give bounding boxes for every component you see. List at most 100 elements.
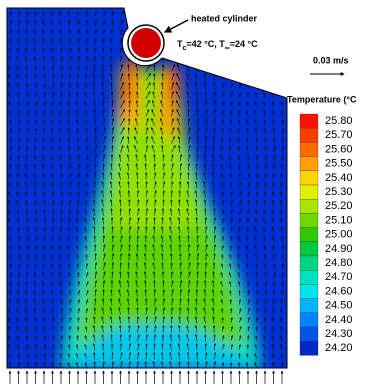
- vector: [77, 47, 81, 53]
- vector: [26, 353, 29, 359]
- vector: [75, 110, 79, 116]
- vector: [203, 298, 206, 306]
- vector: [220, 137, 224, 143]
- vector: [35, 101, 38, 107]
- vector: [127, 271, 130, 279]
- vector: [42, 173, 45, 179]
- vector: [111, 100, 114, 108]
- vector: [86, 272, 89, 278]
- vector: [120, 64, 123, 72]
- colorbar-swatch: [299, 227, 319, 242]
- vector: [280, 56, 283, 62]
- vector: [281, 146, 284, 152]
- colorbar-swatch: [299, 270, 319, 285]
- colorbar-label: 25.30: [325, 186, 353, 198]
- vector: [280, 308, 283, 314]
- vector: [256, 164, 259, 170]
- vector: [188, 20, 191, 26]
- vector: [230, 209, 234, 215]
- vector: [111, 109, 115, 117]
- vector: [160, 352, 164, 360]
- vector: [16, 47, 20, 53]
- vector: [134, 11, 138, 17]
- vector: [120, 253, 123, 261]
- vector: [145, 181, 148, 189]
- vector: [195, 82, 198, 90]
- vector: [34, 128, 38, 134]
- vector: [279, 317, 283, 323]
- vector: [110, 208, 113, 216]
- vector: [229, 29, 232, 35]
- colorbar-label: 24.80: [325, 257, 353, 269]
- vector: [220, 272, 223, 278]
- vector: [262, 92, 266, 98]
- colorbar-swatch: [299, 142, 319, 157]
- vector: [280, 218, 283, 224]
- vector: [186, 307, 190, 315]
- vector: [110, 289, 113, 297]
- vector: [179, 154, 183, 162]
- vector: [196, 262, 200, 270]
- vector: [42, 164, 45, 170]
- vector: [264, 308, 267, 314]
- vector: [9, 263, 13, 269]
- vector: [160, 136, 164, 144]
- vector: [160, 91, 164, 99]
- vector: [101, 190, 104, 198]
- vector: [151, 100, 155, 108]
- vector: [161, 262, 164, 270]
- vector: [26, 92, 29, 98]
- vector: [84, 335, 87, 341]
- vector: [9, 11, 13, 17]
- vector: [120, 352, 123, 360]
- vector: [8, 308, 11, 314]
- vector: [237, 272, 240, 278]
- vector: [86, 281, 89, 287]
- cylinder: [131, 28, 161, 58]
- vector: [179, 163, 183, 171]
- vector: [34, 245, 38, 251]
- vector: [188, 127, 191, 135]
- vector: [94, 280, 98, 288]
- vector: [17, 110, 21, 116]
- vector: [264, 299, 267, 305]
- vector: [220, 173, 224, 179]
- condition-part: c: [183, 45, 187, 52]
- vector: [272, 47, 276, 53]
- vector: [171, 100, 174, 108]
- vector: [84, 236, 87, 242]
- vector: [203, 163, 206, 171]
- vector: [145, 73, 151, 81]
- vector: [177, 136, 181, 144]
- vector: [246, 263, 249, 269]
- vector: [152, 253, 155, 261]
- vector: [154, 325, 157, 333]
- vector: [230, 200, 234, 206]
- vector: [33, 290, 36, 296]
- vector: [35, 353, 38, 359]
- vector: [109, 307, 113, 315]
- vector: [171, 82, 175, 90]
- vector: [272, 164, 276, 170]
- vector: [41, 155, 45, 161]
- vector: [254, 119, 257, 125]
- vector: [16, 209, 20, 215]
- vector: [92, 217, 96, 225]
- vector: [25, 65, 28, 71]
- vector: [25, 281, 28, 287]
- vector: [8, 101, 11, 107]
- vector: [205, 361, 208, 368]
- vector: [255, 191, 259, 197]
- vector: [188, 280, 191, 288]
- vector: [85, 308, 89, 314]
- vector: [186, 226, 190, 234]
- vector: [50, 164, 54, 170]
- vector: [194, 307, 198, 315]
- vector: [94, 289, 97, 297]
- vector: [76, 245, 79, 251]
- vector: [171, 280, 174, 288]
- vector: [169, 235, 172, 243]
- vector: [246, 353, 249, 359]
- vector: [151, 145, 155, 153]
- vector: [195, 208, 198, 216]
